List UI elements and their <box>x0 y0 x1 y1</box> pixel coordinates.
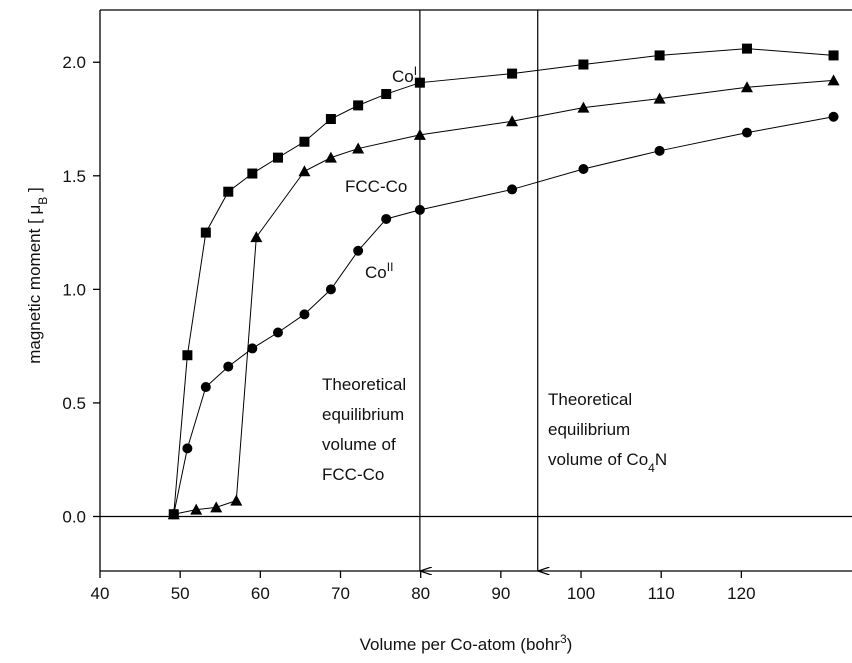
series-line <box>173 48 834 515</box>
marker <box>299 309 310 320</box>
label-part: Theoretical <box>322 375 406 394</box>
marker <box>353 245 364 256</box>
annotation: FCC-Co <box>322 465 384 484</box>
y-axis-label: magnetic moment [ μB ] <box>25 187 50 364</box>
marker <box>168 509 179 520</box>
marker <box>740 81 753 93</box>
marker <box>414 204 425 215</box>
marker <box>247 168 258 179</box>
label-part: Theoretical <box>548 390 632 409</box>
label-part: volume of Co <box>548 450 648 469</box>
x-tick-label: 50 <box>171 584 190 603</box>
label-part: 4 <box>648 461 655 475</box>
marker <box>190 503 203 515</box>
series-line <box>173 79 834 515</box>
marker <box>272 327 283 338</box>
x-tick-label: 90 <box>491 584 510 603</box>
x-axis-label: Volume per Co-atom (bohr3) <box>360 632 573 654</box>
marker <box>299 136 310 147</box>
marker <box>250 231 263 243</box>
marker <box>182 443 193 454</box>
annotation: equilibrium <box>548 420 630 439</box>
label-part: FCC-Co <box>345 177 407 196</box>
x-tick-label: 60 <box>251 584 270 603</box>
marker <box>247 343 258 354</box>
marker <box>578 59 589 70</box>
marker <box>654 50 665 61</box>
marker <box>200 382 211 393</box>
marker <box>654 145 665 156</box>
x-tick-label: 120 <box>727 584 755 603</box>
label-part: B <box>36 197 50 205</box>
series-line <box>173 116 834 515</box>
label-part: II <box>387 260 394 274</box>
annotation: Theoretical <box>322 375 406 394</box>
marker <box>325 114 336 125</box>
marker <box>223 361 234 372</box>
marker <box>223 186 234 197</box>
y-tick-label: 1.5 <box>62 167 86 186</box>
marker <box>578 163 589 174</box>
x-tick-label: 100 <box>567 584 595 603</box>
annotation: volume of Co4N <box>548 450 667 475</box>
marker <box>325 284 336 295</box>
marker <box>414 77 425 88</box>
marker <box>381 213 392 224</box>
marker <box>413 128 426 140</box>
label-part: N <box>655 450 667 469</box>
marker <box>507 184 518 195</box>
marker <box>182 350 193 361</box>
label-part: Co <box>365 263 387 282</box>
label-part: Volume per Co-atom (bohr <box>360 635 561 654</box>
annotation: equilibrium <box>322 405 404 424</box>
series-label: CoII <box>365 260 393 282</box>
marker <box>200 227 211 238</box>
label-part: ) <box>567 635 573 654</box>
marker <box>827 74 840 86</box>
y-tick-label: 1.0 <box>62 280 86 299</box>
label-part: ] <box>25 187 44 196</box>
label-part: volume of <box>322 435 396 454</box>
marker <box>210 501 223 513</box>
marker <box>381 89 392 100</box>
label-part: equilibrium <box>322 405 404 424</box>
label-part: 3 <box>560 632 567 646</box>
marker <box>653 92 666 104</box>
marker <box>353 100 364 111</box>
x-tick-label: 110 <box>648 584 675 603</box>
marker <box>230 494 243 506</box>
marker <box>828 50 839 61</box>
x-tick-label: 40 <box>91 584 110 603</box>
label-part: I <box>414 64 417 78</box>
marker <box>272 152 283 163</box>
label-part: FCC-Co <box>322 465 384 484</box>
series-label: FCC-Co <box>345 177 407 196</box>
x-tick-label: 80 <box>411 584 430 603</box>
annotation: Theoretical <box>548 390 632 409</box>
marker <box>741 43 752 54</box>
y-tick-label: 0.0 <box>62 507 86 526</box>
label-part: Co <box>392 67 414 86</box>
annotation: volume of <box>322 435 396 454</box>
label-part: equilibrium <box>548 420 630 439</box>
y-tick-label: 0.5 <box>62 394 86 413</box>
marker <box>324 151 337 163</box>
marker <box>741 127 752 138</box>
marker <box>828 111 839 122</box>
marker <box>507 68 518 79</box>
marker <box>577 101 590 113</box>
marker <box>506 115 519 127</box>
series-label: CoI <box>392 64 417 86</box>
x-tick-label: 70 <box>331 584 350 603</box>
marker <box>352 142 365 154</box>
label-part: magnetic moment [ μ <box>25 205 44 364</box>
y-tick-label: 2.0 <box>62 53 86 72</box>
marker <box>298 165 311 177</box>
